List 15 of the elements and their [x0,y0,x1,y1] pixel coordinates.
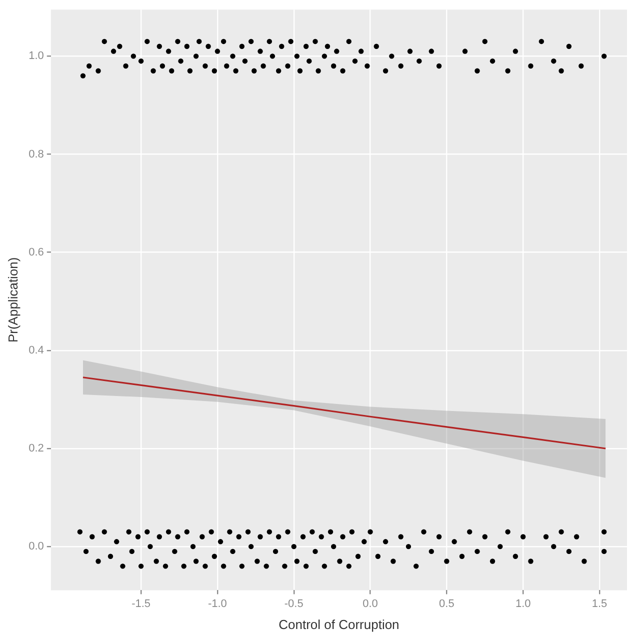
y-tick-label: 0.2 [28,442,44,455]
x-axis-title: Control of Corruption [278,616,400,632]
y-axis-title: Pr(Application) [5,257,20,343]
y-tick-label: 0.6 [28,246,44,258]
x-tick-label: 1.5 [592,598,608,610]
y-tick-label: 0.0 [28,540,44,553]
x-tick-label: -0.5 [284,598,304,610]
x-tick-label: -1.5 [132,598,151,610]
x-tick-label: 0.0 [362,598,378,610]
y-tick-label: 0.8 [28,148,44,160]
x-tick-label: 1.0 [515,598,531,610]
x-tick-label: 0.5 [439,598,454,610]
y-tick-label: 0.4 [28,344,44,356]
x-tick-label: -1.0 [208,598,227,610]
y-tick-label: 1.0 [28,50,44,62]
